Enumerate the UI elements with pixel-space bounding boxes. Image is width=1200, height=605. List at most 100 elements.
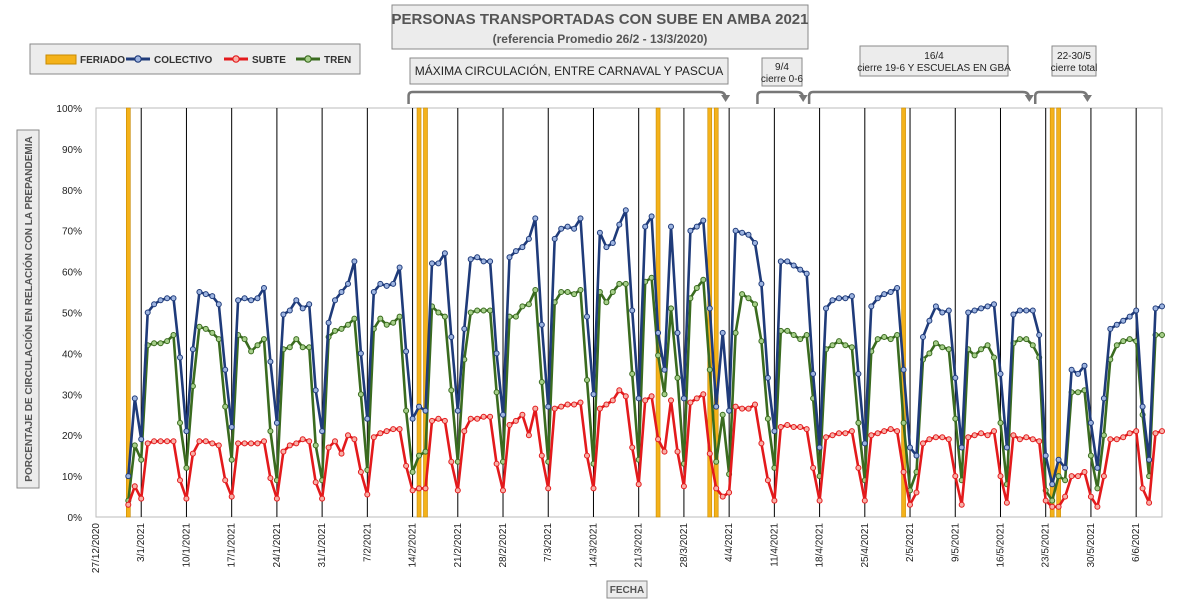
y-tick-label: 80% [62,186,82,197]
data-point-tren [345,321,351,328]
data-point-subte [900,469,907,475]
data-point-colectivo [803,270,810,277]
data-point-subte [629,444,636,451]
data-point-colectivo [144,309,151,316]
data-point-subte [945,436,952,443]
data-point-colectivo [584,313,590,320]
data-point-subte [1146,499,1153,506]
data-point-subte [235,440,242,447]
data-point-subte [913,489,920,496]
data-point-subte [422,485,429,492]
data-point-tren [1113,342,1120,349]
data-point-tren [1120,338,1127,345]
data-point-colectivo [887,289,894,295]
data-point-colectivo [338,289,345,295]
data-point-tren [700,276,707,283]
data-point-tren [1075,389,1081,396]
annotation-arrow [807,90,1031,104]
feriado-bar [1056,107,1061,518]
data-point-tren [1055,473,1062,480]
feriado-bar [901,107,906,518]
data-point-subte [764,477,771,484]
data-point-colectivo [661,366,668,373]
data-point-subte [777,424,784,430]
data-point-colectivo [151,301,158,308]
data-point-tren [668,305,674,312]
y-tick-label: 20% [62,431,82,442]
data-point-subte [558,403,565,410]
data-point-tren [945,346,952,353]
data-point-subte [1139,485,1146,492]
data-point-tren [752,301,758,308]
data-point-subte [338,450,345,457]
data-point-tren [1087,452,1094,459]
data-point-tren [758,338,765,345]
data-point-colectivo [396,264,403,271]
data-point-subte [222,477,229,484]
data-point-subte [668,397,674,404]
data-point-subte [984,432,991,439]
data-point-tren [532,287,539,293]
data-point-colectivo [1062,464,1069,471]
annotation-cierre-escuelas-date: 16/4 [924,51,944,62]
data-point-subte [364,491,371,498]
data-point-subte [790,424,797,430]
data-point-tren [706,366,713,373]
annotation-cierre-0-6: 9/4 cierre 0-6 [761,57,804,87]
x-tick-label: 7/3/2021 [543,523,554,562]
data-point-colectivo [345,280,351,287]
data-point-tren [1029,342,1036,349]
data-point-subte [164,438,171,445]
data-point-subte [655,436,662,443]
data-point-colectivo [590,391,597,398]
data-point-subte [816,497,823,504]
data-point-subte [732,403,739,410]
data-point-tren [338,325,345,332]
legend-label-colectivo: COLECTIVO [154,55,213,66]
data-point-colectivo [952,374,959,381]
x-tick-label: 4/4/2021 [724,523,735,562]
data-point-tren [939,344,946,351]
data-point-subte [519,411,526,418]
data-point-colectivo [1152,305,1159,312]
x-tick-label: 9/5/2021 [950,523,961,562]
data-point-colectivo [797,266,804,273]
data-point-subte [299,436,306,443]
data-point-colectivo [215,301,222,308]
data-point-subte [971,432,978,439]
data-point-tren [655,352,662,359]
annotation-cierre-0-6-text: cierre 0-6 [761,74,804,85]
data-point-subte [357,469,364,475]
data-point-colectivo [1075,370,1081,377]
data-point-subte [752,401,758,408]
x-tick-label: 7/2/2021 [362,523,373,562]
data-point-tren [183,464,190,471]
data-point-colectivo [487,258,494,265]
data-point-subte [771,497,778,504]
data-point-colectivo [764,374,771,381]
data-point-subte [1087,493,1094,500]
data-point-tren [299,344,306,351]
data-point-colectivo [370,289,377,295]
data-point-colectivo [196,289,203,295]
data-point-tren [448,387,455,394]
data-point-colectivo [668,223,674,230]
data-point-subte [248,440,255,447]
data-point-subte [713,485,720,492]
data-point-colectivo [325,319,332,326]
annotation-cierre-total-date: 22-30/5 [1057,51,1091,62]
data-point-colectivo [777,258,784,265]
legend-swatch-feriado [45,54,77,65]
data-point-tren [151,340,158,347]
data-point-subte [609,397,616,404]
data-point-subte [416,485,422,492]
data-point-subte [273,495,280,502]
data-point-subte [1081,469,1088,475]
data-point-subte [564,401,571,408]
data-point-subte [170,438,177,445]
data-point-colectivo [629,307,636,314]
data-point-subte [125,501,132,508]
data-point-subte [177,477,183,484]
data-point-tren [293,336,300,343]
data-point-tren [409,469,416,475]
